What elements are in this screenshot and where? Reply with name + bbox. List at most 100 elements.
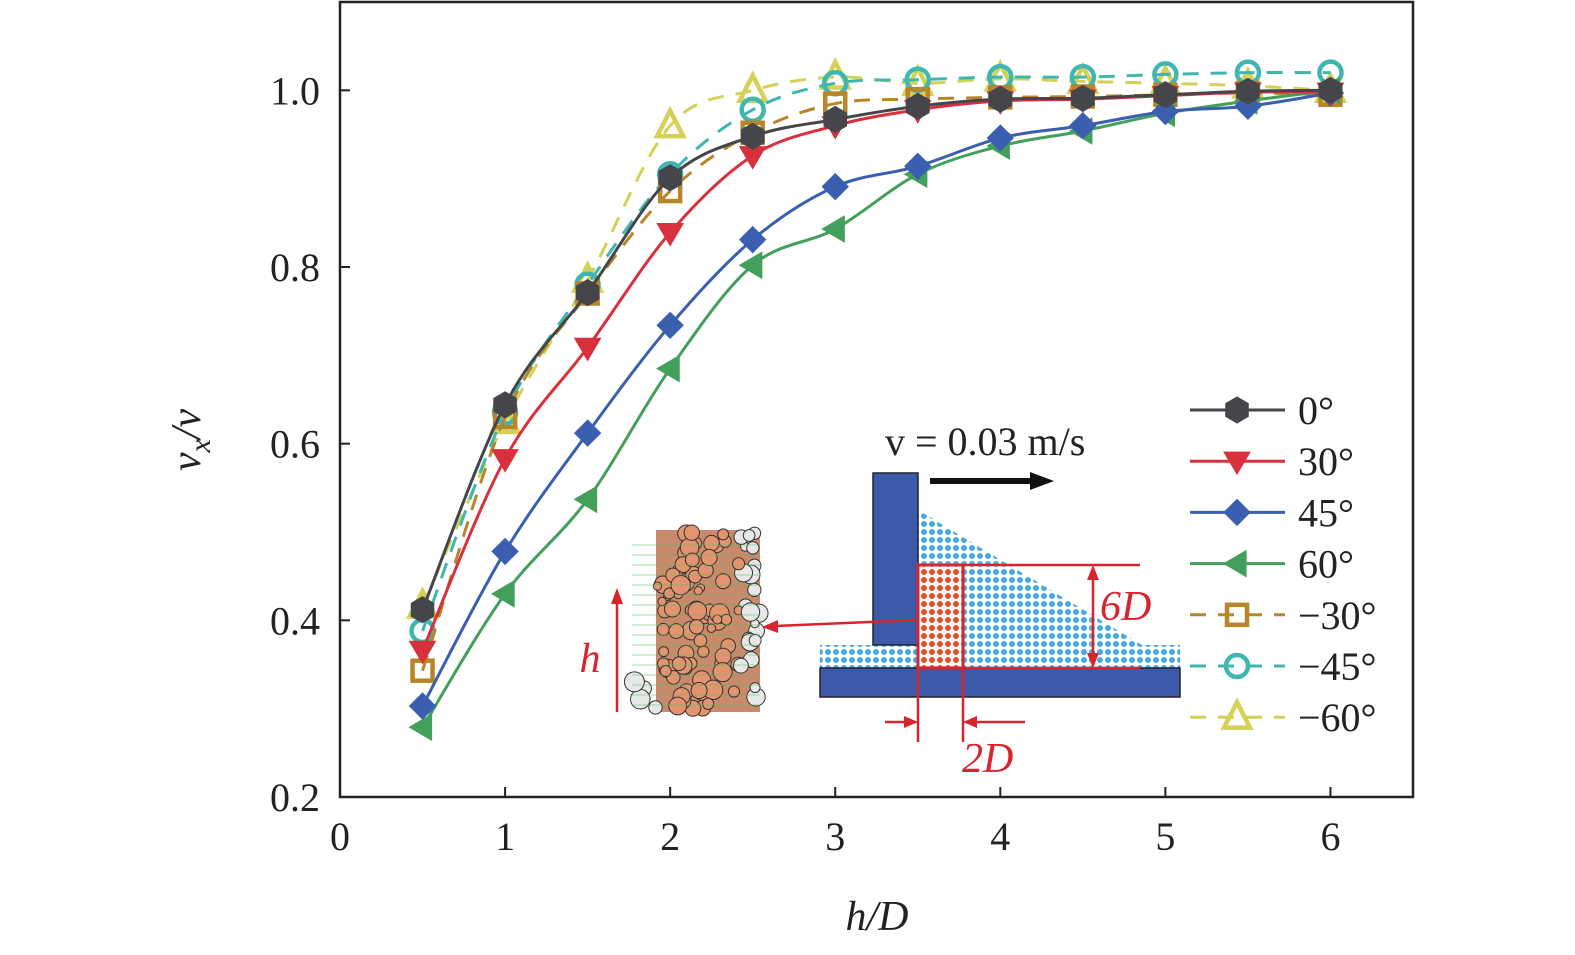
marker-triangle-down — [573, 337, 602, 362]
marker-hexagon — [906, 92, 930, 120]
marker-circle — [1223, 652, 1251, 680]
particle — [727, 685, 741, 698]
particle — [700, 548, 718, 567]
particle — [693, 633, 708, 648]
marker-triangle-left — [821, 215, 845, 243]
particle — [663, 600, 681, 618]
particle — [693, 586, 703, 596]
particle — [623, 671, 645, 693]
legend-label: 0° — [1298, 388, 1334, 433]
particle — [715, 573, 732, 590]
marker-hexagon — [575, 279, 600, 307]
x-tick-label: 5 — [1155, 814, 1175, 859]
marker-hexagon — [1318, 76, 1343, 104]
inset-diagram: 6D 2D v = 0.03 m/s h — [580, 419, 1181, 782]
legend-entry: −30° — [1190, 593, 1377, 638]
particle — [740, 602, 761, 622]
marker-diamond — [738, 225, 767, 254]
marker-diamond — [821, 172, 849, 201]
legend-entry: 60° — [1190, 542, 1354, 587]
y-tick-label: 1.0 — [270, 68, 320, 113]
particle — [629, 688, 651, 710]
particle — [697, 645, 710, 658]
backfill-strip — [820, 645, 1180, 668]
legend-label: −30° — [1298, 593, 1377, 638]
marker-triangle-open — [653, 105, 687, 139]
arrowhead-icon — [904, 716, 918, 728]
marker-hexagon — [1225, 396, 1249, 424]
velocity-label: v = 0.03 m/s — [885, 419, 1085, 464]
particle — [658, 646, 670, 658]
particle — [648, 700, 663, 715]
legend-label: −60° — [1298, 695, 1377, 740]
marker-hexagon — [493, 391, 517, 419]
arrowhead-icon — [762, 620, 778, 633]
legend-entry: −45° — [1190, 644, 1377, 689]
x-tick-label: 6 — [1320, 814, 1340, 859]
y-tick-label: 0.8 — [270, 245, 320, 290]
particle — [720, 613, 733, 626]
legend-label: 45° — [1298, 490, 1354, 535]
marker-diamond — [491, 537, 519, 566]
particle — [701, 697, 715, 710]
particle — [712, 662, 733, 683]
particle-sample-image — [623, 524, 769, 717]
marker-diamond — [986, 124, 1015, 152]
marker-hexagon — [1071, 84, 1095, 112]
particle — [690, 682, 708, 700]
arrowhead-icon — [1087, 565, 1099, 580]
particle — [748, 633, 762, 647]
pointer-arrow — [774, 618, 919, 628]
retaining-wall-stem — [872, 472, 919, 646]
marker-hexagon — [410, 596, 435, 624]
marker-triangle-down — [738, 146, 767, 170]
h-label: h — [580, 636, 601, 682]
particle — [683, 524, 700, 541]
particle — [684, 552, 700, 568]
particle — [706, 623, 717, 633]
marker-triangle-left — [491, 579, 515, 608]
marker-triangle-down — [1223, 451, 1251, 476]
marker-hexagon — [988, 85, 1013, 113]
y-axis-label: vx/v — [164, 408, 217, 471]
marker-triangle-down — [491, 449, 519, 473]
particle — [717, 528, 730, 541]
plot-frame — [338, 0, 1415, 799]
legend-entry: 30° — [1190, 439, 1354, 484]
particle — [746, 541, 760, 555]
marker-hexagon — [658, 164, 682, 192]
legend-label: −45° — [1298, 644, 1377, 689]
legend-entry: 45° — [1190, 490, 1354, 535]
sample-region — [916, 563, 965, 670]
marker-diamond — [1069, 111, 1097, 140]
width-label: 2D — [962, 736, 1013, 782]
particle — [742, 529, 756, 542]
marker-hexagon — [1236, 77, 1260, 105]
backfill-triangle — [918, 510, 1180, 668]
particle — [747, 582, 762, 597]
height-label: 6D — [1100, 584, 1151, 630]
particle — [652, 581, 663, 591]
marker-diamond — [1151, 97, 1180, 126]
particle — [668, 696, 688, 716]
y-tick-label: 0.4 — [270, 598, 320, 643]
marker-diamond — [904, 152, 932, 181]
marker-diamond — [408, 692, 437, 720]
marker-hexagon — [823, 105, 847, 134]
marker-triangle-left — [573, 485, 598, 514]
arrowhead-icon — [1087, 653, 1099, 668]
x-tick-label: 1 — [495, 814, 515, 859]
marker-diamond — [656, 311, 684, 340]
legend-entry: −60° — [1190, 695, 1377, 740]
particle — [732, 557, 746, 571]
arrowhead-icon — [1030, 472, 1054, 490]
legend-label: 30° — [1298, 439, 1354, 484]
particle — [749, 682, 761, 694]
particle — [712, 614, 723, 625]
y-tick-label: 0.6 — [270, 422, 320, 467]
marker-triangle-down — [656, 222, 685, 247]
marker-triangle-left — [738, 251, 763, 280]
x-tick-label: 3 — [825, 814, 845, 859]
particle — [659, 665, 672, 678]
